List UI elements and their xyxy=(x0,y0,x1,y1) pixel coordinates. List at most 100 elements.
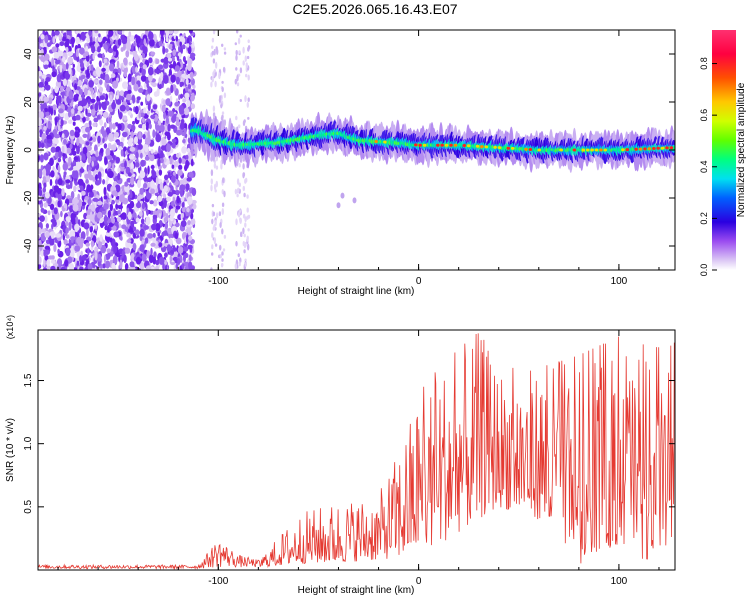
spectrogram-cell xyxy=(175,116,180,123)
spectrogram-cell xyxy=(75,49,79,58)
spectrogram-cell xyxy=(79,266,84,270)
spectrogram-cell xyxy=(72,121,76,126)
spectrogram-cell xyxy=(73,94,78,102)
spectrogram-cell xyxy=(239,217,242,224)
spectrogram-cell xyxy=(235,218,238,226)
spectrogram-cell xyxy=(159,182,164,191)
spectrogram-cell xyxy=(96,257,102,262)
spectrogram-cell xyxy=(235,50,238,56)
y-tick-label: 1.5 xyxy=(23,373,34,387)
spectrogram-cell xyxy=(53,243,57,253)
spectrogram-cell xyxy=(66,30,71,34)
spectrogram-cell xyxy=(191,187,197,197)
spectrogram-cell xyxy=(135,35,141,44)
spectrogram-cell xyxy=(106,84,110,93)
spectrogram-cell xyxy=(43,64,49,69)
spectrogram-cell xyxy=(97,260,101,267)
spectrogram-cell xyxy=(167,191,173,197)
spectrogram-cell xyxy=(179,189,184,198)
spectrogram-cell xyxy=(112,80,119,89)
spectrogram-cell xyxy=(68,156,72,164)
spectrogram-cell xyxy=(105,44,108,53)
spectrogram-cell xyxy=(94,86,97,93)
spectrogram-cell xyxy=(151,82,157,88)
spectrogram-cell xyxy=(234,263,237,270)
spectrogram-cell xyxy=(247,74,250,81)
spectrogram-cell xyxy=(186,177,192,182)
spectrogram-cell xyxy=(139,262,146,270)
spectrogram-cell xyxy=(90,105,93,110)
spectrogram-cell xyxy=(246,207,249,213)
spectrogram-cell xyxy=(246,101,249,108)
spectrogram-cell xyxy=(96,200,103,206)
spectrogram-cell xyxy=(175,237,182,245)
spectrogram-cell xyxy=(123,122,129,129)
spectrogram-cell xyxy=(181,44,186,50)
spectrogram-cell xyxy=(211,244,214,250)
spectrogram-cell xyxy=(189,71,194,79)
spectrogram-cell xyxy=(101,67,106,72)
spectrogram-cell xyxy=(45,111,50,116)
spectrogram-cell xyxy=(215,212,219,219)
spectrogram-cell xyxy=(158,213,162,219)
spectrogram-cell xyxy=(56,265,62,270)
spectrogram-cell xyxy=(177,246,184,254)
spectrogram-cell xyxy=(220,162,223,170)
spectrogram-cell xyxy=(129,99,133,104)
snr-y-axis: 0.5 1.0 1.5 xyxy=(23,373,675,514)
spectrogram-cell xyxy=(98,60,102,68)
spectrogram-cell xyxy=(221,258,224,262)
spectrogram-cell xyxy=(103,195,108,200)
spectrogram-cell xyxy=(132,226,137,232)
spectrogram-cell xyxy=(124,263,129,270)
spectrogram-cell xyxy=(131,94,136,103)
spectrogram-cell xyxy=(236,74,239,82)
spectrogram-cell xyxy=(151,223,157,231)
spectrogram-cell xyxy=(239,34,242,38)
spectrogram-cell xyxy=(152,210,158,216)
spectrogram-cell xyxy=(40,103,44,112)
spectrogram-cell xyxy=(150,164,155,170)
spectrogram-cell xyxy=(57,193,63,201)
spectrogram-cell xyxy=(174,101,180,107)
spectrogram-cell xyxy=(149,200,154,205)
spectrogram-cell xyxy=(219,222,222,228)
spectrogram-cell xyxy=(136,202,142,209)
snr-frame xyxy=(37,329,676,571)
spectrogram-cell xyxy=(55,233,62,238)
spectrogram-cell xyxy=(643,147,647,151)
spectrogram-cell xyxy=(188,261,193,270)
spectrogram-cell xyxy=(244,95,247,103)
spectrogram-cell xyxy=(43,258,46,267)
spectrogram-cell xyxy=(138,112,141,119)
spectrogram-cell xyxy=(65,227,69,234)
snr-y-label: SNR (10 * v/v) xyxy=(5,418,16,482)
spectrogram-cell xyxy=(148,66,154,76)
spectrogram-cell xyxy=(652,147,656,150)
spectrogram-cell xyxy=(117,173,121,181)
spectrogram-cell xyxy=(67,51,74,57)
spectrogram-cell xyxy=(85,45,89,52)
spectrogram-cell xyxy=(109,237,113,243)
spectrogram-cell xyxy=(247,116,250,120)
spectrogram-cell xyxy=(97,240,103,249)
spectrogram-cell xyxy=(183,107,190,116)
spectrogram-cell xyxy=(61,188,65,197)
spectrogram-cell xyxy=(73,156,79,161)
spectrogram-cell xyxy=(139,67,143,73)
spectrogram-cell xyxy=(99,119,103,126)
spectrogram-cell xyxy=(79,58,83,64)
spectrogram-cell xyxy=(170,84,174,94)
spectrogram-cell xyxy=(72,170,76,179)
spectrogram-cell xyxy=(88,30,92,36)
spectrogram-cell xyxy=(169,30,174,34)
spectrogram-cell xyxy=(175,35,178,42)
spectrogram-cell xyxy=(484,145,489,149)
spectrogram-cell xyxy=(109,195,112,204)
spectrogram-cell xyxy=(218,211,222,217)
spectrogram-cell xyxy=(179,109,185,115)
spectrogram-cell xyxy=(74,107,78,114)
spectrogram-cell xyxy=(144,237,149,244)
spectrogram-cell xyxy=(114,210,119,216)
spectrogram-cell xyxy=(47,120,52,130)
